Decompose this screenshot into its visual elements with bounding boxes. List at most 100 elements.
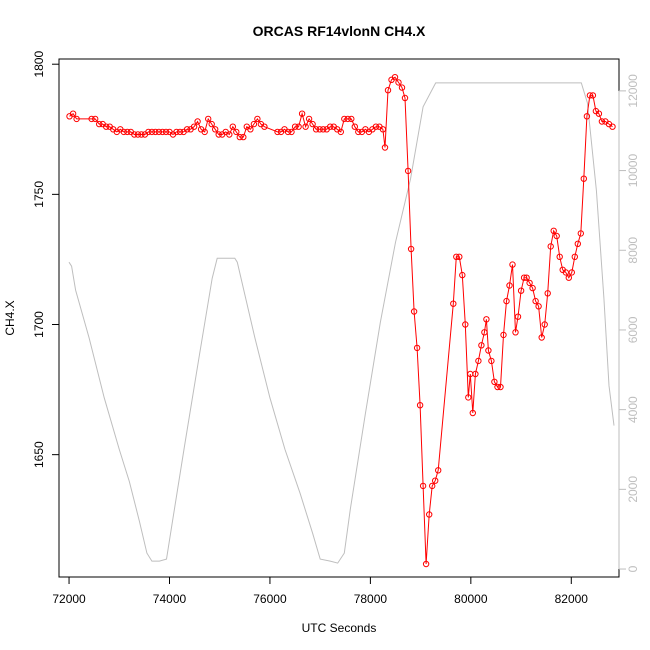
ch4-point [145,128,152,136]
ch4-point [410,308,418,315]
ch4-point [327,123,334,130]
ch4-point [159,128,166,136]
ch4-point [562,269,569,276]
ch4-point [247,126,254,133]
ch4-point [215,131,222,138]
ch4-point [120,128,128,136]
ch4-point [475,357,482,365]
ch4-point [305,115,313,123]
chart-title: ORCAS RF14vlonN CH4.X [253,23,426,39]
ch4-point [481,329,488,336]
ch4-point [395,79,402,86]
y-axis-left: 1650 1700 1750 1800 [32,51,60,468]
ch4-point [469,409,476,417]
ch4-point [205,115,212,123]
ch4-point [526,279,533,287]
series-layer [66,74,616,568]
ch4-point [529,284,536,292]
ch4-point [381,144,389,151]
ch4-point [348,115,355,123]
ch4-point [134,131,142,138]
ch4-point [233,128,240,136]
ch4-point [565,274,572,281]
ch4-point [284,128,292,136]
ch4-point [472,370,479,378]
ch4-point [261,123,268,130]
ch4-point [295,123,302,130]
ch4-point [152,128,159,136]
ch4-point [491,378,498,385]
ch4-point [148,128,156,136]
ch4-point [465,394,472,401]
ch4-point [320,126,327,133]
ch4-point [341,115,348,123]
ch4-point [577,230,584,237]
ch4-point [485,347,492,354]
ch4-point [69,110,77,117]
ch4-point [229,123,237,130]
ch4-point [302,123,309,130]
ch4-point [512,329,519,336]
ch4-point [131,131,138,138]
ch4-point [580,175,587,182]
ch4-point [309,120,316,128]
ch4-point [432,477,439,484]
ch4-point [426,511,433,518]
ch4-point [344,115,351,123]
ch4-point [312,126,320,133]
ch4-point [456,253,463,260]
x-tick-label: 74000 [153,592,187,606]
ch4-point [201,128,208,136]
ch4-point [535,303,542,310]
ch4-point [155,128,163,136]
ch4-point [450,300,457,307]
ch4-point [73,115,80,123]
ch4-point [520,274,528,281]
ch4-point [212,126,219,133]
ch4-point [462,321,469,328]
ch4-point [413,344,421,352]
y-tick-label: 1700 [32,311,46,338]
ch4-point [226,131,233,138]
x-axis-label: UTC Seconds [302,621,377,635]
ch4-point [298,110,306,117]
y2-tick-label: 8000 [626,237,640,264]
ch4-point [173,128,180,136]
ch4-point [103,123,110,130]
ch4-point [583,113,591,120]
ch4-point [589,92,597,99]
ch4-point [240,133,247,141]
ch4-point [96,120,103,128]
y-axis-label: CH4.X [3,300,17,335]
ch4-point [488,357,495,365]
ch4-point [401,94,409,102]
y2-tick-label: 2000 [626,476,640,503]
altitude-line [68,82,615,564]
x-axis: 72000 74000 76000 78000 80000 82000 [52,576,588,606]
ch4-point [391,74,399,81]
ch4-point [138,131,145,138]
ch4-point [162,128,170,136]
ch4-point [503,297,510,305]
ch4-point [416,402,424,409]
ch4-point [494,383,501,391]
y2-tick-label: 10000 [626,154,640,188]
ch4-point [176,128,184,136]
ch4-point [236,133,244,141]
ch4-point [532,297,539,305]
y2-tick-label: 6000 [626,316,640,343]
ch4-point [435,467,442,474]
ch4-point [291,123,299,130]
ch4-point [92,115,99,123]
ch4-point [506,282,513,289]
ch4-point [514,313,522,320]
ch4-point [483,316,490,323]
ch4-point [497,383,504,391]
ch4-point [595,110,603,117]
y2-tick-label: 0 [626,565,640,572]
ch4-point [250,120,258,128]
ch4-point [419,482,427,490]
x-tick-label: 78000 [354,592,388,606]
ch4-point [398,84,406,91]
